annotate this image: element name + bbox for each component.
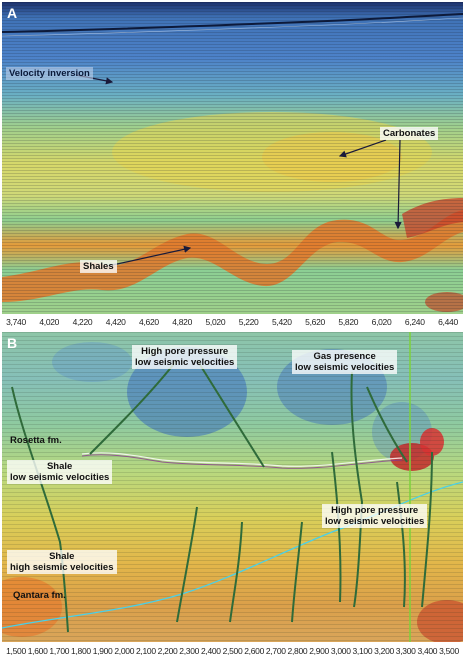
- axis-tick-label: 2,900: [309, 646, 329, 656]
- label-shale-low: Shale low seismic velocities: [7, 460, 113, 484]
- axis-tick-label: 4,820: [172, 317, 193, 327]
- axis-tick-label: 2,000: [114, 646, 135, 656]
- label-line: high seismic velocities: [10, 562, 114, 573]
- axis-tick-label: 5,420: [271, 317, 292, 327]
- axis-tick-label: 3,500: [439, 646, 459, 656]
- label-carbonates: Carbonates: [380, 127, 439, 140]
- x-axis-a: 3,740 4,020 4,220 4,420 4,620 4,820 5,020 5,220…: [2, 316, 463, 330]
- seismic-panel-b: B High pore pressure low seismic velocit…: [2, 332, 463, 642]
- label-line: Shale: [49, 551, 75, 562]
- label-line: low seismic velocities: [10, 472, 110, 483]
- label-line: low seismic velocities: [295, 362, 395, 373]
- label-line: Gas presence: [313, 351, 376, 362]
- label-line: High pore pressure: [141, 346, 229, 357]
- axis-tick-label: 1,600: [27, 646, 48, 656]
- label-velocity-inversion: Velocity inversion: [6, 67, 93, 80]
- axis-tick-label: 5,620: [305, 317, 325, 327]
- axis-tick-label: 1,500: [6, 646, 26, 656]
- label-shale-high: Shale high seismic velocities: [7, 550, 117, 574]
- axis-tick-label: 6,240: [404, 317, 425, 327]
- label-line: low seismic velocities: [325, 516, 425, 527]
- x-axis-b: 1,500 1,600 1,700 1,800 1,900 2,000 2,100 2,200…: [2, 645, 463, 659]
- axis-tick-label: 4,620: [139, 317, 159, 327]
- axis-tick-label: 6,440: [438, 317, 458, 327]
- panel-letter-a: A: [7, 5, 18, 21]
- axis-tick-label: 3,300: [395, 646, 416, 656]
- axis-tick-label: 5,020: [205, 317, 226, 327]
- seismic-image-b: [2, 332, 463, 642]
- seismic-panel-a: A Velocity inversion Carbonates Shales: [2, 2, 463, 314]
- axis-tick-label: 2,800: [287, 646, 308, 656]
- axis-tick-label: 3,740: [6, 317, 26, 327]
- axis-tick-label: 1,700: [49, 646, 70, 656]
- seismic-image-a: [2, 2, 463, 314]
- label-line: Shale: [46, 461, 73, 472]
- axis-tick-label: 6,020: [371, 317, 392, 327]
- axis-tick-label: 3,200: [374, 646, 394, 656]
- label-line: High pore pressure: [331, 505, 419, 516]
- label-gas-presence: Gas presence low seismic velocities: [292, 350, 398, 374]
- axis-tick-label: 4,020: [39, 317, 60, 327]
- axis-tick-label: 5,220: [238, 317, 259, 327]
- axis-tick-label: 1,800: [71, 646, 91, 656]
- axis-tick-label: 3,100: [352, 646, 373, 656]
- axis-tick-label: 2,500: [222, 646, 243, 656]
- label-rosetta: Rosetta fm.: [10, 435, 62, 446]
- axis-tick-label: 2,400: [200, 646, 221, 656]
- label-line: low seismic velocities: [135, 357, 235, 368]
- axis-tick-label: 3,000: [330, 646, 351, 656]
- label-high-pore-pressure-right: High pore pressure low seismic velocitie…: [322, 504, 428, 528]
- axis-tick-label: 4,420: [105, 317, 126, 327]
- label-qantara: Qantara fm.: [13, 590, 66, 601]
- axis-tick-label: 2,600: [244, 646, 265, 656]
- axis-tick-label: 4,220: [72, 317, 93, 327]
- axis-tick-label: 2,700: [265, 646, 286, 656]
- axis-tick-label: 3,400: [417, 646, 438, 656]
- panel-letter-b: B: [7, 335, 18, 351]
- label-high-pore-pressure-top: High pore pressure low seismic velocitie…: [132, 345, 238, 369]
- axis-tick-label: 2,300: [179, 646, 200, 656]
- axis-tick-label: 2,100: [136, 646, 156, 656]
- axis-tick-label: 2,200: [157, 646, 178, 656]
- label-shales: Shales: [80, 260, 117, 273]
- axis-tick-label: 1,900: [92, 646, 113, 656]
- axis-tick-label: 5,820: [338, 317, 359, 327]
